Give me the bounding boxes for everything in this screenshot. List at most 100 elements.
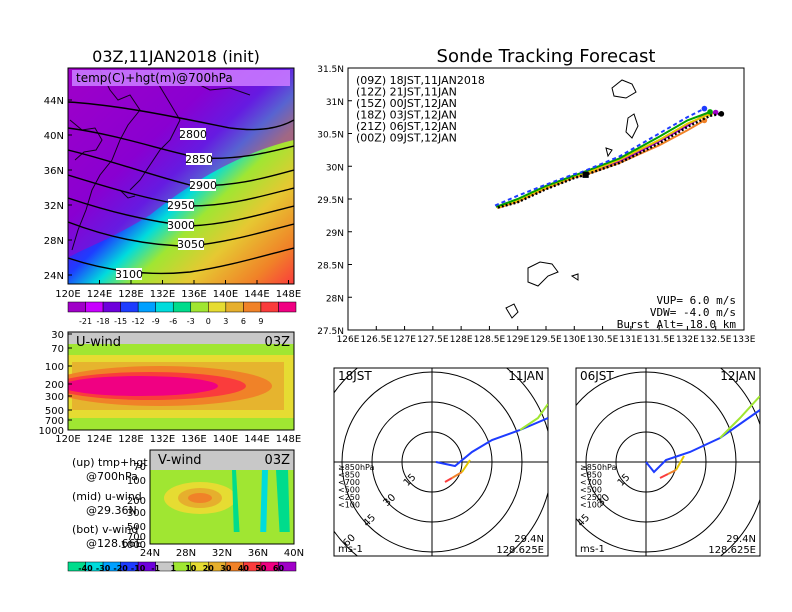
hodo-ring-label: 60	[555, 532, 572, 549]
temp-lon-tick: 124E	[87, 289, 112, 300]
temp-colorbar-label: -15	[114, 317, 127, 326]
temp-colorbar-swatch	[67, 301, 86, 313]
track-burst-point	[718, 111, 725, 117]
temp-colorbar-label: -9	[152, 317, 160, 326]
track-line	[494, 107, 705, 207]
temp-colorbar-swatch	[120, 301, 139, 313]
wind-colorbar: -40 -30 -20 -10 -1 1 10 20 30 40 50 60	[67, 561, 297, 573]
hodo-time: 06JST	[580, 369, 614, 383]
hodo-trace-segment	[659, 473, 669, 479]
track-lat-tick: 28.5N	[317, 262, 344, 272]
track-legend-entry: (18Z) 03JST,12JAN	[356, 109, 457, 122]
wind-colorbar-label: 10	[185, 564, 197, 573]
wind-colorbar-label: 20	[203, 564, 215, 573]
u-wind-label: U-wind	[76, 335, 121, 350]
track-lon-tick: 127.5E	[417, 335, 449, 345]
temp-lat-tick: 40N	[44, 131, 64, 142]
hodo-lat: 29.4N	[726, 534, 756, 545]
track-legend-entry: (21Z) 06JST,12JAN	[356, 120, 457, 133]
temp-colorbar-swatch	[243, 301, 262, 313]
temp-colorbar-swatch	[225, 301, 244, 313]
wind-colorbar-label: -20	[113, 564, 128, 573]
temp-panel: 03Z,11JAN2018 (init) temp(	[44, 47, 301, 326]
temp-colorbar-label: -21	[79, 317, 92, 326]
v-pressure-tick: 70	[133, 462, 146, 473]
track-mid-marker	[582, 171, 589, 178]
wind-colorbar-swatch	[278, 561, 297, 572]
islands	[505, 79, 639, 319]
track-lat-tick: 31.5N	[317, 65, 344, 75]
hodo-level-label: <700	[580, 478, 602, 487]
temp-colorbar-swatch	[278, 301, 297, 313]
v-pressure-tick: 300	[127, 508, 146, 519]
hodo-level-label: <250	[580, 493, 602, 502]
hodo-unit: ms-1	[338, 544, 363, 555]
hodo-trace-segment	[667, 469, 677, 475]
track-lat-ticks: 31.5N 31N 30.5N 30N 29.5N 29N 28.5N 28N 27.5N	[317, 65, 352, 337]
hodo-level-label: <100	[580, 501, 602, 510]
temp-lon-tick: 128E	[118, 289, 143, 300]
contour-label-3000: 3000	[167, 219, 195, 232]
note-bot-a: (bot) v-wind	[72, 523, 138, 536]
temp-lon-tick: 140E	[213, 289, 238, 300]
note-up-b: @700hPa	[86, 470, 138, 483]
track-legend-entry: (15Z) 00JST,12JAN	[356, 97, 457, 110]
hodo-level-label: <850	[580, 471, 602, 480]
temp-lat-tick: 24N	[44, 271, 64, 282]
u-wind-time: 03Z	[265, 335, 291, 350]
temp-colorbar-swatch	[190, 301, 209, 313]
contour-label-2900: 2900	[189, 179, 217, 192]
wind-colorbar-label: -1	[151, 564, 160, 573]
u-lon-tick: 140E	[213, 434, 238, 445]
track-lon-tick: 126E	[337, 335, 360, 345]
island-tokuno	[505, 303, 519, 319]
note-mid-a: (mid) u-wind	[72, 490, 142, 503]
temp-lon-tick: 144E	[244, 289, 269, 300]
wind-colorbar-label: 50	[255, 564, 267, 573]
track-line	[495, 110, 711, 208]
hodo-lon: 128.625E	[496, 545, 544, 556]
track-lon-tick: 128E	[450, 335, 473, 345]
hodo-trace-segment	[519, 403, 548, 431]
hodo-time: 18JST	[338, 369, 372, 383]
u-lon-tick: 136E	[181, 434, 206, 445]
v-lat-tick: 32N	[212, 548, 232, 559]
hodo-trace	[435, 403, 548, 483]
temp-lon-tick: 120E	[55, 289, 80, 300]
track-legend-entry: (12Z) 21JST,11JAN	[356, 86, 457, 99]
temp-colorbar-swatch	[102, 301, 121, 313]
v-wind-time: 03Z	[265, 453, 291, 468]
u-pressure-tick: 700	[45, 416, 64, 427]
temp-lat-tick: 32N	[44, 201, 64, 212]
hodo-level-label: <100	[338, 501, 360, 510]
legend-notes: (up) tmp+hgt @700hPa (mid) u-wind @29.36…	[72, 456, 148, 550]
hodo-level-label: ≥850hPa	[338, 463, 375, 472]
temp-colorbar-swatch	[155, 301, 174, 313]
temp-panel-label: temp(C)+hgt(m)@700hPa	[76, 71, 233, 85]
temp-colorbar-swatch	[260, 301, 279, 313]
temp-panel-title: 03Z,11JAN2018 (init)	[92, 47, 260, 66]
track-lat-tick: 31N	[326, 98, 344, 108]
island-kikai	[570, 273, 579, 281]
v-pressure-tick: 500	[127, 522, 146, 533]
temp-lat-tick: 28N	[44, 236, 64, 247]
u-pressure-tick: 1000	[39, 426, 64, 437]
contour-label-2950: 2950	[167, 199, 195, 212]
hodo-unit: ms-1	[580, 544, 605, 555]
contour-label-3100: 3100	[115, 268, 143, 281]
hodo-lat: 29.4N	[514, 534, 544, 545]
temp-colorbar: -21 -18 -15 -12 -9 -6 -3 0 3 6 9	[67, 301, 297, 326]
island-tanegashima	[625, 113, 639, 139]
u-pressure-tick: 300	[45, 392, 64, 403]
hodo-level-label: <850	[338, 471, 360, 480]
track-lat-tick: 27.5N	[317, 327, 344, 337]
contour-label-2850: 2850	[185, 153, 213, 166]
contour-label-2800: 2800	[179, 128, 207, 141]
